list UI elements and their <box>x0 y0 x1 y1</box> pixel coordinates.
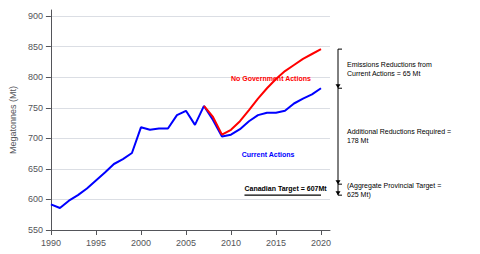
svg-text:625 Mt): 625 Mt) <box>347 191 371 199</box>
svg-text:2010: 2010 <box>221 238 241 248</box>
svg-text:900: 900 <box>28 11 43 21</box>
svg-text:Additional Reductions Required: Additional Reductions Required = <box>347 128 451 136</box>
svg-text:2015: 2015 <box>266 238 286 248</box>
svg-text:600: 600 <box>28 194 43 204</box>
svg-text:1990: 1990 <box>41 238 61 248</box>
svg-text:2000: 2000 <box>131 238 151 248</box>
svg-text:650: 650 <box>28 164 43 174</box>
svg-text:750: 750 <box>28 103 43 113</box>
svg-text:Canadian Target = 607Mt: Canadian Target = 607Mt <box>244 185 327 193</box>
svg-text:Megatonnes (Mt): Megatonnes (Mt) <box>8 86 18 154</box>
svg-text:550: 550 <box>28 225 43 235</box>
svg-text:(Aggregate Provincial Target =: (Aggregate Provincial Target = <box>347 182 441 190</box>
svg-text:2005: 2005 <box>176 238 196 248</box>
svg-text:Current Actions: Current Actions <box>242 151 295 158</box>
svg-text:Emissions Reductions from: Emissions Reductions from <box>347 61 432 68</box>
svg-text:Current Actions = 65 Mt: Current Actions = 65 Mt <box>347 70 420 77</box>
svg-text:700: 700 <box>28 133 43 143</box>
svg-text:178 Mt: 178 Mt <box>347 137 368 144</box>
svg-text:850: 850 <box>28 42 43 52</box>
svg-text:No Government Actions: No Government Actions <box>231 75 311 82</box>
svg-text:800: 800 <box>28 72 43 82</box>
svg-text:2020: 2020 <box>311 238 331 248</box>
svg-text:1995: 1995 <box>86 238 106 248</box>
